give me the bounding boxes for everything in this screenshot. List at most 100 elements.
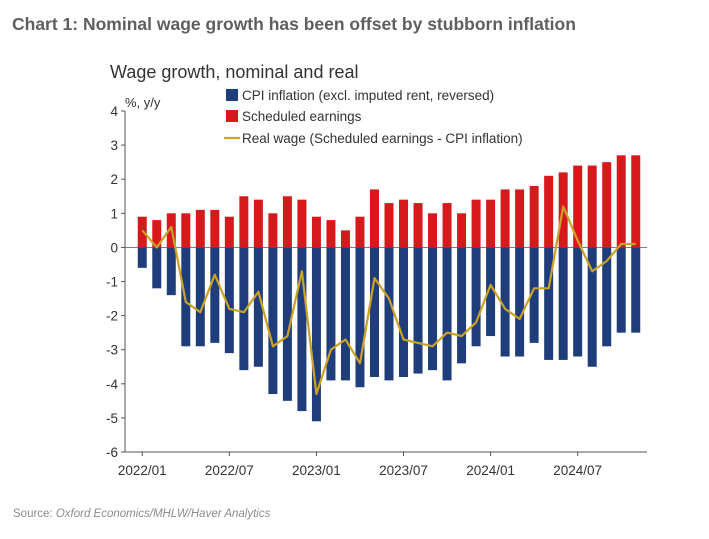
- earnings-bar: [282, 196, 292, 248]
- earnings-bar: [631, 155, 641, 248]
- earnings-bar: [369, 189, 379, 248]
- cpi-bar: [399, 247, 409, 377]
- legend-label: CPI inflation (excl. imputed rent, rever…: [242, 88, 494, 103]
- legend-swatch-earnings: [226, 110, 238, 122]
- x-tick-label: 2023/01: [292, 463, 341, 478]
- x-tick-label: 2022/01: [118, 463, 167, 478]
- earnings-bar: [515, 189, 525, 248]
- cpi-bars: [137, 247, 641, 422]
- earnings-bar: [413, 203, 423, 248]
- earnings-bar: [253, 199, 263, 248]
- y-tick-label: 2: [110, 172, 118, 187]
- cpi-bar: [282, 247, 292, 401]
- real-wage-line: [141, 205, 636, 396]
- cpi-bar: [137, 247, 147, 268]
- cpi-bar: [558, 247, 568, 360]
- cpi-bar: [544, 247, 554, 360]
- cpi-bar: [573, 247, 583, 357]
- earnings-bar: [486, 199, 496, 248]
- earnings-bar: [268, 213, 278, 248]
- y-tick-label: 3: [110, 138, 118, 153]
- earnings-bar: [399, 199, 409, 248]
- earnings-bar: [602, 162, 612, 248]
- x-tick-label: 2024/07: [553, 463, 602, 478]
- x-tick-label: 2022/07: [205, 463, 254, 478]
- legend-swatch-cpi: [226, 89, 238, 101]
- earnings-bar: [428, 213, 438, 248]
- cpi-bar: [311, 247, 321, 422]
- cpi-bar: [195, 247, 205, 347]
- earnings-bar: [340, 230, 350, 248]
- earnings-bar: [544, 175, 554, 248]
- source-text: Oxford Economics/MHLW/Haver Analytics: [55, 508, 271, 520]
- cpi-bar: [355, 247, 365, 388]
- cpi-bar: [239, 247, 249, 371]
- cpi-bar: [152, 247, 162, 289]
- cpi-bar: [428, 247, 438, 371]
- cpi-bar: [326, 247, 336, 381]
- cpi-bar: [471, 247, 481, 347]
- earnings-bar: [181, 213, 191, 248]
- legend-label: Scheduled earnings: [242, 109, 362, 124]
- y-tick-label: -6: [106, 445, 118, 460]
- legend: CPI inflation (excl. imputed rent, rever…: [224, 88, 523, 146]
- earnings-bar: [311, 216, 321, 248]
- cpi-bar: [253, 247, 263, 367]
- earnings-bar: [239, 196, 249, 248]
- cpi-bar: [442, 247, 452, 381]
- cpi-bar: [631, 247, 641, 333]
- cpi-bar: [602, 247, 612, 347]
- source-prefix: Source:: [13, 508, 56, 520]
- earnings-bar: [297, 199, 307, 248]
- earnings-bar: [384, 203, 394, 248]
- earnings-bar: [152, 220, 162, 248]
- cpi-bar: [224, 247, 234, 354]
- earnings-bar: [529, 186, 539, 248]
- y-tick-label: -5: [106, 411, 118, 426]
- cpi-bar: [268, 247, 278, 395]
- earnings-bar: [471, 199, 481, 248]
- x-tick-label: 2023/07: [379, 463, 428, 478]
- earnings-bar: [326, 220, 336, 248]
- cpi-bar: [297, 247, 307, 412]
- earnings-bar: [195, 209, 205, 248]
- cpi-bar: [369, 247, 379, 377]
- cpi-bar: [486, 247, 496, 337]
- earnings-bar: [457, 213, 467, 248]
- y-tick-label: -4: [106, 377, 118, 392]
- cpi-bar: [413, 247, 423, 374]
- cpi-bar: [515, 247, 525, 357]
- earnings-bars: [137, 155, 641, 248]
- cpi-bar: [457, 247, 467, 364]
- earnings-bar: [355, 216, 365, 248]
- cpi-bar: [340, 247, 350, 381]
- y-tick-label: 1: [110, 206, 118, 221]
- y-axis-unit: %, y/y: [125, 95, 161, 110]
- y-tick-label: 0: [110, 240, 118, 255]
- earnings-bar: [616, 155, 626, 248]
- y-tick-label: -1: [106, 275, 118, 290]
- earnings-bar: [210, 209, 220, 248]
- cpi-bar: [616, 247, 626, 333]
- y-tick-label: 4: [110, 104, 118, 119]
- cpi-bar: [529, 247, 539, 343]
- earnings-bar: [224, 216, 234, 248]
- legend-label: Real wage (Scheduled earnings - CPI infl…: [242, 131, 523, 146]
- chart-title: Wage growth, nominal and real: [110, 62, 358, 82]
- earnings-bar: [587, 165, 597, 248]
- cpi-bar: [500, 247, 510, 357]
- earnings-bar: [137, 216, 147, 248]
- real-wage-line-group: [141, 205, 636, 396]
- x-tick-label: 2024/01: [466, 463, 515, 478]
- earnings-bar: [442, 203, 452, 248]
- source-note: Source: Oxford Economics/MHLW/Haver Anal…: [13, 508, 270, 520]
- cpi-bar: [166, 247, 176, 296]
- cpi-bar: [210, 247, 220, 343]
- cpi-bar: [384, 247, 394, 381]
- cpi-bar: [587, 247, 597, 367]
- earnings-bar: [573, 165, 583, 248]
- page-heading: Chart 1: Nominal wage growth has been of…: [12, 14, 576, 34]
- y-tick-label: -2: [106, 309, 118, 324]
